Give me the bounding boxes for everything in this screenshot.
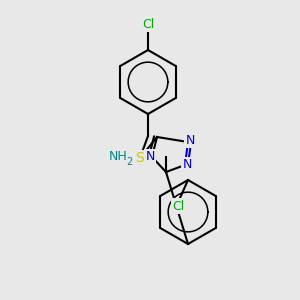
Text: Cl: Cl [172,200,184,212]
Text: S: S [136,151,144,165]
Text: N: N [182,158,192,172]
Text: N: N [185,134,195,146]
Text: NH: NH [109,151,128,164]
Text: Cl: Cl [142,17,154,31]
Text: 2: 2 [126,157,132,167]
Text: N: N [145,151,155,164]
